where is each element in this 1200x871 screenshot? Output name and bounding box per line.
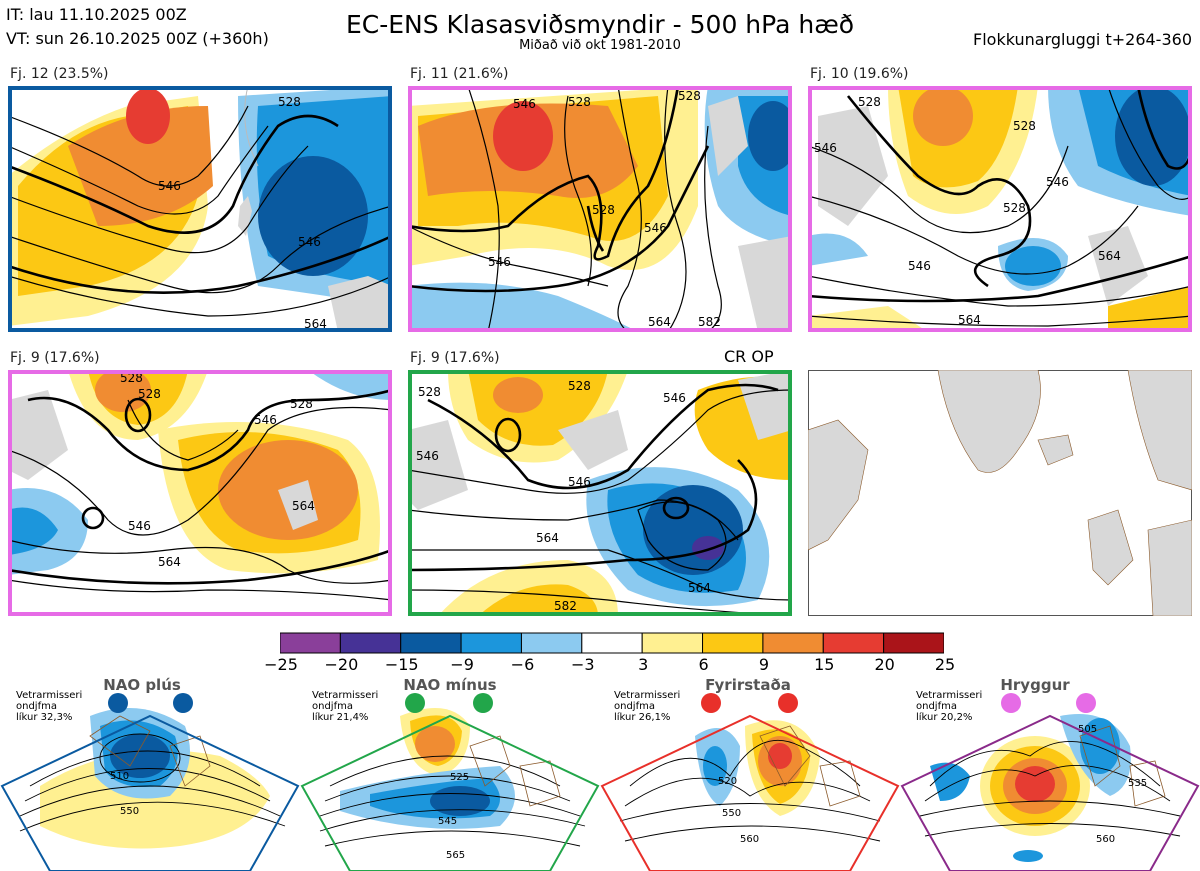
colorbar-swatch <box>822 632 885 654</box>
contour-label: 520 <box>718 776 737 787</box>
contour-label: 546 <box>298 235 321 249</box>
contour-label: 564 <box>304 317 327 331</box>
regime-nao-plus: NAO plús Vetrarmisseri ondjfma líkur 32,3%… <box>0 676 300 871</box>
page-subtitle: Miðað við okt 1981-2010 <box>519 38 681 53</box>
initial-time: IT: lau 11.10.2025 00Z <box>6 5 187 24</box>
contour-label: 546 <box>254 413 277 427</box>
colorbar-swatch <box>581 632 643 654</box>
contour-label: 535 <box>1128 778 1147 789</box>
contour-label: 550 <box>120 806 139 817</box>
contour-label: 564 <box>648 315 671 329</box>
cluster-map-2: 528 546 528 528 546 546 564 582 <box>408 86 792 332</box>
contour-label: 565 <box>446 850 465 861</box>
contour-label: 546 <box>644 221 667 235</box>
colorbar <box>280 632 944 654</box>
classification-window: Flokkunargluggi t+264-360 <box>973 30 1192 49</box>
cluster-map-1: 546 546 528 564 <box>8 86 392 332</box>
contour-label: 528 <box>1013 119 1036 133</box>
colorbar-tick-label: −3 <box>571 655 595 674</box>
control-operational-tag: CR OP <box>724 347 774 366</box>
colorbar-tick-label: −25 <box>264 655 298 674</box>
valid-time: VT: sun 26.10.2025 00Z (+360h) <box>6 29 269 48</box>
regime-description: Vetrarmisseri ondjfma líkur 26,1% <box>614 690 681 723</box>
contour-label: 528 <box>418 385 441 399</box>
regime-ridge: Hryggur Vetrarmisseri ondjfma líkur 20,2% … <box>900 676 1200 871</box>
contour-label: 564 <box>1098 249 1121 263</box>
cluster-map-5: 528 528 546 546 546 564 564 582 <box>408 370 792 616</box>
contour-label: 528 <box>592 203 615 217</box>
colorbar-tick-label: −15 <box>384 655 419 674</box>
contour-label: 546 <box>158 179 181 193</box>
colorbar-swatch <box>520 632 583 654</box>
contour-label: 560 <box>740 834 759 845</box>
contour-label: 550 <box>722 808 741 819</box>
contour-label: 525 <box>450 772 469 783</box>
colorbar-swatch <box>762 632 824 654</box>
colorbar-tick-label: −20 <box>324 655 359 674</box>
regime-title: NAO plús <box>103 676 181 694</box>
regime-blocking: Fyrirstaða Vetrarmisseri ondjfma líkur 26,… <box>600 676 900 871</box>
contour-label: 546 <box>128 519 151 533</box>
colorbar-tick-label: 6 <box>698 655 709 674</box>
colorbar-swatch <box>702 632 764 654</box>
contour-label: 564 <box>158 555 181 569</box>
cluster-map-4: 528 528 528 546 546 564 564 <box>8 370 392 616</box>
contour-label: 528 <box>278 95 301 109</box>
contour-label: 546 <box>814 141 837 155</box>
colorbar-tick-label: 3 <box>638 655 649 674</box>
regime-description: Vetrarmisseri ondjfma líkur 32,3% <box>16 690 83 723</box>
contour-label: 505 <box>1078 724 1097 735</box>
colorbar-tick-label: −6 <box>510 655 535 674</box>
contour-label: 564 <box>688 581 711 595</box>
panel-5-label: Fj. 9 (17.6%) <box>410 350 500 366</box>
colorbar-tick-label: 20 <box>874 655 895 674</box>
panel-2-label: Fj. 11 (21.6%) <box>410 66 509 82</box>
regime-description: Vetrarmisseri ondjfma líkur 20,2% <box>916 690 983 723</box>
contour-label: 528 <box>568 95 591 109</box>
colorbar-swatch <box>460 632 522 654</box>
colorbar-tick-label: 25 <box>934 655 956 674</box>
contour-label: 546 <box>663 391 686 405</box>
regime-description: Vetrarmisseri ondjfma líkur 21,4% <box>312 690 379 723</box>
contour-label: 564 <box>292 499 315 513</box>
contour-label: 528 <box>568 379 591 393</box>
contour-label: 546 <box>1046 175 1069 189</box>
contour-label: 528 <box>1003 201 1026 215</box>
regime-title: Fyrirstaða <box>705 676 791 694</box>
colorbar-swatch <box>400 632 462 654</box>
contour-label: 546 <box>488 255 511 269</box>
contour-label: 546 <box>908 259 931 273</box>
contour-label: 528 <box>290 397 313 411</box>
colorbar-tick-label: −9 <box>450 655 474 674</box>
regime-nao-minus: NAO mínus Vetrarmisseri ondjfma líkur 21,4… <box>300 676 600 871</box>
contour-label: 546 <box>416 449 439 463</box>
contour-label: 528 <box>120 371 143 385</box>
contour-label: 564 <box>536 531 559 545</box>
colorbar-swatch <box>883 632 944 654</box>
colorbar-tick-label: 9 <box>758 655 769 674</box>
contour-label: 582 <box>554 599 577 613</box>
colorbar-swatch <box>641 632 704 654</box>
panel-4-label: Fj. 9 (17.6%) <box>10 350 100 366</box>
colorbar-swatch <box>339 632 402 654</box>
panel-1-label: Fj. 12 (23.5%) <box>10 66 109 82</box>
contour-label: 546 <box>568 475 591 489</box>
regime-title: Hryggur <box>1000 676 1070 694</box>
contour-label: 528 <box>858 95 881 109</box>
contour-label: 528 <box>138 387 161 401</box>
contour-label: 582 <box>698 315 721 329</box>
contour-label: 545 <box>438 816 457 827</box>
regime-title: NAO mínus <box>403 676 497 694</box>
page-title: EC-ENS Klasasviðsmyndir - 500 hPa hæð <box>345 10 855 39</box>
contour-label: 564 <box>958 313 981 327</box>
contour-label: 546 <box>513 97 536 111</box>
contour-label: 560 <box>1096 834 1115 845</box>
panel-3-label: Fj. 10 (19.6%) <box>810 66 909 82</box>
colorbar-tick-label: 15 <box>814 655 835 674</box>
contour-label: 528 <box>678 89 701 103</box>
colorbar-swatch <box>280 632 341 654</box>
contour-label: 510 <box>110 771 129 782</box>
cluster-map-3: 528 528 546 546 528 546 564 564 <box>808 86 1192 332</box>
base-map <box>808 370 1192 616</box>
